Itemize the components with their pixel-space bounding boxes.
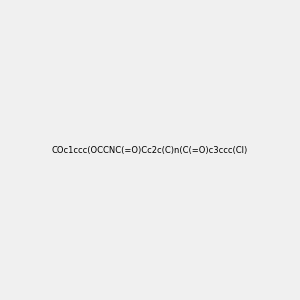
Text: COc1ccc(OCCNC(=O)Cc2c(C)n(C(=O)c3ccc(Cl): COc1ccc(OCCNC(=O)Cc2c(C)n(C(=O)c3ccc(Cl) xyxy=(52,146,248,154)
